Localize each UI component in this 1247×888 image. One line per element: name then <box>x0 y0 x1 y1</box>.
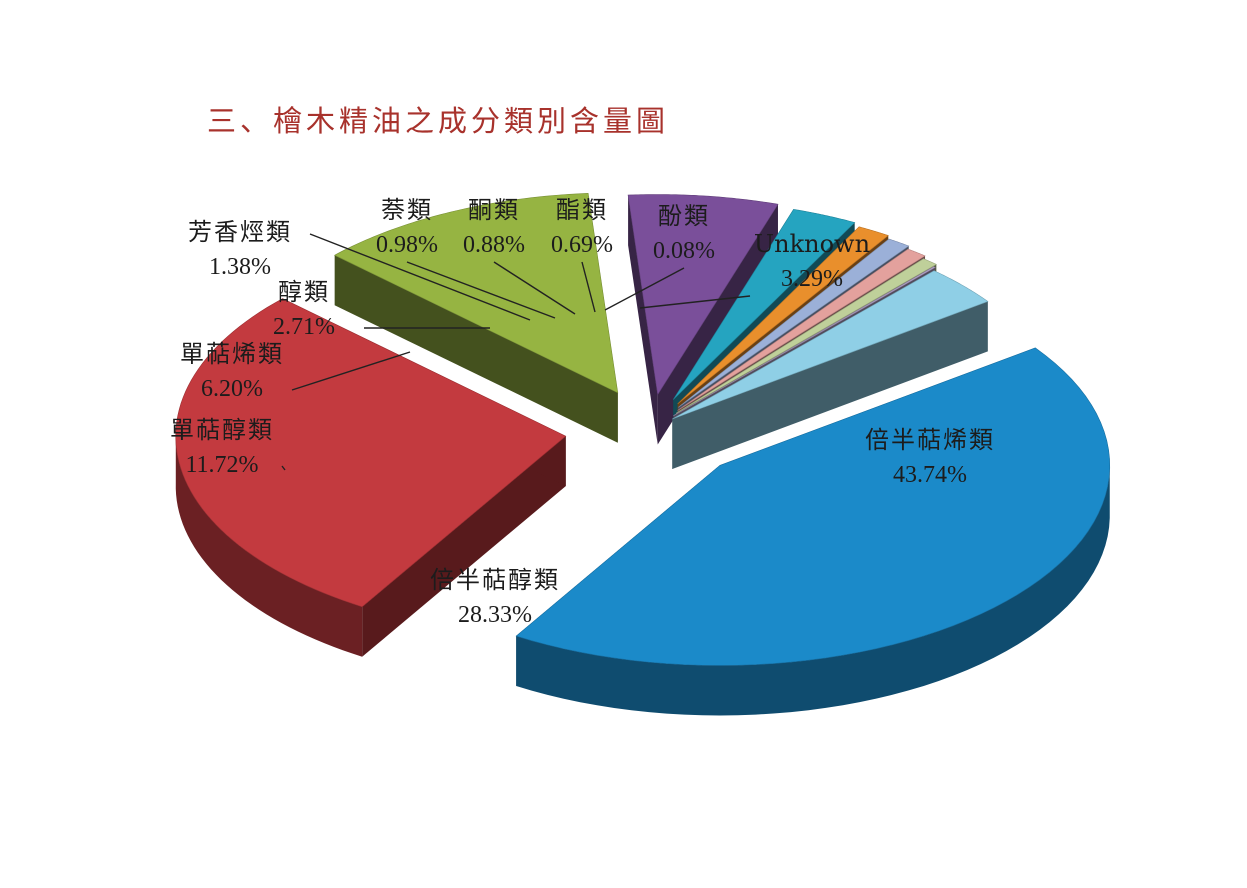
slice-value: 0.08% <box>653 238 715 264</box>
leader-line <box>281 465 286 471</box>
data-label-ester: 酯類 0.69% <box>551 196 613 313</box>
data-label-sesquiterpene: 倍半萜烯類 43.74% <box>865 426 995 488</box>
leader-line <box>639 295 751 309</box>
leader-line <box>406 261 556 319</box>
slice-value: 0.98% <box>376 232 438 258</box>
data-label-sesquiterpene-alcohol: 倍半萜醇類 28.33% <box>430 566 560 628</box>
slice-name: 單萜烯類 <box>180 340 284 368</box>
pie-slice-monoterpene-alcohol <box>333 193 619 443</box>
data-label-unknown: Unknown 3.29% <box>639 230 870 309</box>
leader-line <box>581 261 596 313</box>
slice-name: 倍半萜烯類 <box>865 426 995 454</box>
slice-name: 單萜醇類 <box>170 416 274 444</box>
data-label-phenol: 酚類 0.08% <box>604 202 715 311</box>
slice-value: 43.74% <box>893 462 967 488</box>
data-label-monoterpene: 單萜烯類 6.20% <box>180 340 411 402</box>
slice-value: 1.38% <box>209 254 271 280</box>
slice-name: 芳香烴類 <box>188 218 292 246</box>
slice-name: 醇類 <box>278 278 330 306</box>
slice-name: 酚類 <box>658 202 710 230</box>
data-label-aromatic-hydrocarbon: 芳香烴類 1.38% <box>188 218 531 321</box>
leader-line <box>309 233 531 321</box>
pie-slice-sesquiterpene-alcohol <box>175 298 567 657</box>
pie-slice-unknown <box>672 270 989 469</box>
data-label-monoterpene-alcohol: 單萜醇類 11.72% <box>170 416 286 478</box>
slice-value: 3.29% <box>781 266 843 292</box>
slice-name: 酯類 <box>556 196 608 224</box>
slice-value: 11.72% <box>185 452 258 478</box>
pie-slice-sesquiterpene <box>515 347 1111 716</box>
slice-value: 6.20% <box>201 376 263 402</box>
slice-value: 0.88% <box>463 232 525 258</box>
leader-line <box>291 351 411 391</box>
data-label-alcohol: 醇類 2.71% <box>273 278 490 340</box>
leader-line <box>493 261 576 315</box>
slice-name: 萘類 <box>381 196 433 224</box>
data-label-naphthalene: 萘類 0.98% <box>376 196 556 319</box>
slice-value: 0.69% <box>551 232 613 258</box>
slice-name: Unknown <box>754 230 870 258</box>
slice-name: 酮類 <box>468 196 520 224</box>
chart-title: 三、檜木精油之成分類別含量圖 <box>207 104 670 138</box>
leader-line <box>604 267 685 311</box>
slice-value: 28.33% <box>458 602 532 628</box>
data-label-ketone: 酮類 0.88% <box>463 196 576 315</box>
slice-value: 2.71% <box>273 314 335 340</box>
slice-name: 倍半萜醇類 <box>430 566 560 594</box>
